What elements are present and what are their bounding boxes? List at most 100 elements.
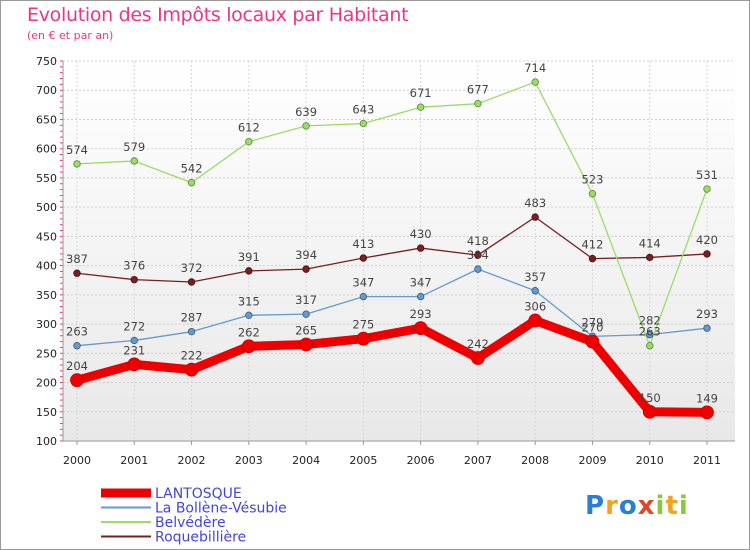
proxiti-logo: Proxiti	[585, 491, 689, 521]
data-label-roquebilliere: 418	[467, 234, 489, 248]
x-tick-label: 2011	[693, 454, 721, 467]
y-tick-label: 300	[36, 318, 57, 331]
data-point-la-bollene-vesubie	[130, 336, 138, 345]
y-tick-label: 200	[36, 377, 57, 390]
data-point-roquebilliere	[646, 253, 654, 262]
data-point-la-bollene-vesubie	[245, 311, 253, 320]
y-tick-label: 700	[36, 84, 57, 97]
axes: 100 150 200 250 300 350 400 450 500 550 600 650 700 7…	[36, 55, 735, 467]
data-label-lantosque: 222	[181, 349, 203, 363]
x-tick-label: 2008	[521, 454, 549, 467]
y-tick-label: 750	[36, 55, 57, 68]
x-tick-label: 2004	[292, 454, 320, 467]
data-label-roquebilliere: 412	[581, 238, 603, 252]
y-tick-label: 400	[36, 260, 57, 273]
data-point-lantosque	[299, 337, 313, 352]
data-point-la-bollene-vesubie	[302, 310, 310, 318]
plot-area	[63, 61, 735, 441]
x-tick-label: 2000	[63, 454, 91, 467]
data-point-lantosque	[413, 321, 428, 336]
data-label-la-bollene-vesubie: 347	[410, 276, 432, 290]
data-point-roquebilliere	[359, 254, 368, 262]
data-point-lantosque	[184, 362, 199, 377]
data-point-roquebilliere	[73, 269, 81, 277]
data-label-lantosque: 150	[639, 391, 661, 405]
series-line-la-bollene-vesubie	[76, 268, 708, 347]
data-point-belvedere	[245, 137, 253, 146]
series-line-belvedere	[76, 81, 708, 347]
y-tick-label: 150	[36, 406, 57, 419]
data-point-roquebilliere	[588, 254, 597, 263]
data-point-lantosque	[241, 339, 256, 354]
data-label-belvedere: 579	[123, 140, 145, 154]
data-label-roquebilliere: 372	[181, 261, 203, 275]
data-point-lantosque	[528, 313, 543, 328]
data-point-belvedere	[130, 157, 138, 165]
data-label-belvedere: 671	[410, 86, 432, 100]
data-label-la-bollene-vesubie: 315	[238, 294, 260, 308]
data-point-belvedere	[531, 78, 539, 86]
data-point-roquebilliere	[245, 267, 253, 275]
data-point-la-bollene-vesubie	[531, 287, 539, 295]
data-point-la-bollene-vesubie	[359, 292, 368, 301]
data-label-lantosque: 231	[123, 343, 145, 357]
data-point-belvedere	[359, 119, 368, 128]
data-point-roquebilliere	[474, 251, 482, 259]
data-point-la-bollene-vesubie	[187, 327, 196, 336]
data-label-lantosque: 265	[295, 324, 317, 338]
data-label-lantosque: 293	[410, 307, 432, 321]
data-point-roquebilliere	[302, 265, 310, 273]
data-point-roquebilliere	[703, 250, 711, 258]
data-label-lantosque: 204	[66, 359, 88, 373]
y-tick-label: 100	[36, 435, 57, 448]
x-tick-label: 2001	[120, 454, 148, 467]
data-point-la-bollene-vesubie	[474, 265, 482, 273]
data-point-lantosque	[700, 405, 714, 420]
data-point-roquebilliere	[187, 278, 196, 286]
legend-label-lantosque: LANTOSQUE	[155, 486, 242, 502]
data-label-lantosque: 149	[696, 391, 718, 405]
data-label-la-bollene-vesubie: 317	[295, 293, 317, 307]
data-point-belvedere	[416, 103, 425, 111]
data-point-lantosque	[127, 357, 142, 372]
data-label-la-bollene-vesubie: 263	[66, 325, 88, 339]
x-tick-label: 2007	[464, 454, 492, 467]
y-tick-label: 650	[36, 113, 57, 126]
data-label-la-bollene-vesubie: 272	[123, 319, 145, 333]
series-line-lantosque	[72, 316, 712, 417]
y-tick-label: 350	[36, 289, 57, 302]
data-label-belvedere: 677	[467, 83, 489, 97]
data-label-roquebilliere: 413	[352, 237, 374, 251]
series-layer	[70, 78, 714, 420]
data-label-la-bollene-vesubie: 279	[581, 315, 603, 329]
data-point-belvedere	[302, 122, 310, 130]
data-label-lantosque: 270	[581, 321, 603, 335]
data-point-belvedere	[588, 190, 597, 198]
y-tick-label: 250	[36, 347, 57, 360]
data-label-lantosque: 275	[352, 318, 374, 332]
data-point-lantosque	[642, 404, 657, 419]
x-tick-label: 2002	[178, 454, 206, 467]
x-tick-label: 2006	[407, 454, 435, 467]
chart-title: Evolution des Impôts locaux par Habitant	[27, 4, 409, 26]
grid-lines	[63, 60, 735, 442]
data-label-belvedere: 574	[66, 143, 88, 157]
data-point-la-bollene-vesubie	[646, 330, 654, 339]
data-point-lantosque	[585, 334, 600, 349]
data-label-roquebilliere: 391	[238, 250, 260, 264]
data-point-la-bollene-vesubie	[73, 342, 81, 350]
data-point-lantosque	[471, 351, 485, 365]
data-label-belvedere: 523	[581, 173, 603, 187]
y-tick-label: 500	[36, 201, 57, 214]
data-label-belvedere: 531	[696, 168, 718, 182]
series-line-roquebilliere	[76, 216, 708, 283]
data-label-roquebilliere: 420	[696, 233, 718, 247]
data-point-roquebilliere	[416, 244, 425, 252]
data-point-belvedere	[187, 178, 196, 187]
data-label-belvedere: 639	[295, 105, 317, 119]
data-point-lantosque	[356, 331, 371, 346]
legend-label-roquebilliere: Roquebillière	[155, 530, 246, 546]
